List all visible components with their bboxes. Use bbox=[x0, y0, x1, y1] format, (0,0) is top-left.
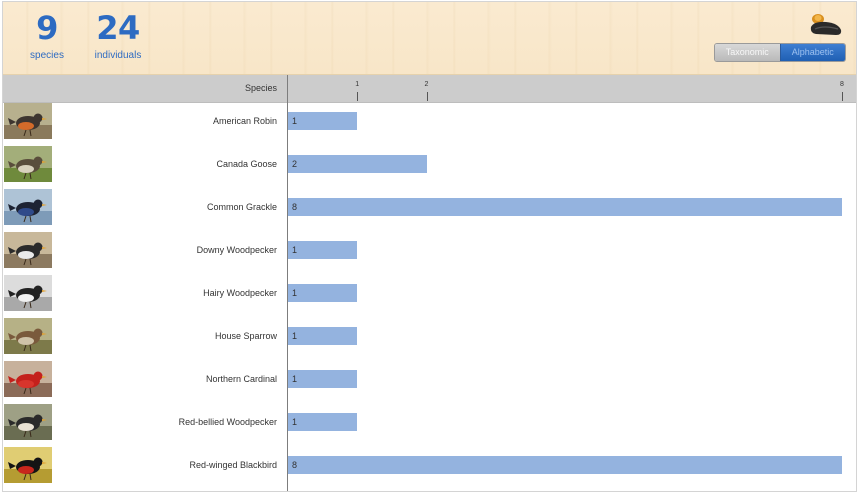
species-stat: 9 species bbox=[29, 10, 65, 61]
count-bar-label: 1 bbox=[292, 417, 298, 427]
species-column-header[interactable]: Species bbox=[244, 83, 277, 93]
individuals-label: individuals bbox=[94, 50, 142, 61]
bird-photo[interactable] bbox=[4, 318, 52, 354]
count-bar: 1 bbox=[288, 370, 358, 388]
axis-tick-label: 1 bbox=[355, 81, 360, 88]
sort-taxonomic-button[interactable]: Taxonomic bbox=[715, 44, 780, 61]
count-bar-label: 1 bbox=[292, 288, 298, 298]
count-bar: 8 bbox=[288, 456, 842, 474]
count-bar-label: 1 bbox=[292, 374, 298, 384]
count-bar: 1 bbox=[288, 112, 358, 130]
axis-divider bbox=[287, 75, 288, 491]
species-row[interactable]: Red-winged Blackbird 8 bbox=[3, 447, 856, 490]
bird-photo[interactable] bbox=[4, 361, 52, 397]
axis-tick-mark bbox=[357, 92, 359, 101]
bird-photo[interactable] bbox=[4, 447, 52, 483]
species-row[interactable]: Red-bellied Woodpecker 1 bbox=[3, 404, 856, 447]
count-bar: 1 bbox=[288, 241, 358, 259]
species-label: species bbox=[30, 50, 64, 61]
count-bar: 2 bbox=[288, 155, 427, 173]
species-name: Red-winged Blackbird bbox=[189, 460, 277, 470]
count-bar-label: 1 bbox=[292, 245, 298, 255]
bird-photo[interactable] bbox=[4, 146, 52, 182]
bird-photo[interactable] bbox=[4, 103, 52, 139]
bird-photo[interactable] bbox=[4, 275, 52, 311]
count-bar-label: 1 bbox=[292, 116, 298, 126]
species-name: House Sparrow bbox=[214, 331, 277, 341]
count-bar-label: 1 bbox=[292, 331, 298, 341]
individuals-stat: 24 individuals bbox=[92, 10, 144, 61]
bird-photo[interactable] bbox=[4, 404, 52, 440]
individuals-count: 24 bbox=[96, 9, 140, 47]
column-header-row: Species bbox=[3, 75, 856, 103]
bird-photo[interactable] bbox=[4, 189, 52, 225]
species-row[interactable]: Hairy Woodpecker 1 bbox=[3, 275, 856, 318]
axis-tick-label: 8 bbox=[840, 81, 844, 88]
species-name: Hairy Woodpecker bbox=[203, 288, 277, 298]
count-bar-label: 8 bbox=[292, 460, 298, 470]
species-row[interactable]: Downy Woodpecker 1 bbox=[3, 232, 856, 275]
summary-header: 9 species 24 individuals Taxonomic Alpha… bbox=[3, 2, 856, 75]
count-bar: 1 bbox=[288, 284, 358, 302]
species-name: Red-bellied Woodpecker bbox=[178, 417, 277, 427]
species-name: Common Grackle bbox=[206, 202, 277, 212]
bird-photo[interactable] bbox=[4, 232, 52, 268]
axis-tick-mark bbox=[426, 92, 428, 101]
species-name: American Robin bbox=[212, 116, 277, 126]
count-bar-label: 8 bbox=[292, 202, 298, 212]
species-row[interactable]: American Robin 1 bbox=[3, 103, 856, 146]
count-bar-label: 2 bbox=[292, 159, 298, 169]
species-row[interactable]: House Sparrow 1 bbox=[3, 318, 856, 361]
species-name: Downy Woodpecker bbox=[196, 245, 277, 255]
axis-tick-mark bbox=[842, 92, 843, 101]
sort-toggle[interactable]: Taxonomic Alphabetic bbox=[714, 43, 846, 62]
count-bar: 8 bbox=[288, 198, 842, 216]
species-row[interactable]: Common Grackle 8 bbox=[3, 189, 856, 232]
species-row[interactable]: Canada Goose 2 bbox=[3, 146, 856, 189]
species-count: 9 bbox=[36, 9, 58, 47]
count-bar: 1 bbox=[288, 327, 358, 345]
count-bar: 1 bbox=[288, 413, 358, 431]
axis-tick-label: 2 bbox=[424, 81, 429, 88]
species-row[interactable]: Northern Cardinal 1 bbox=[3, 361, 856, 404]
sort-alphabetic-button[interactable]: Alphabetic bbox=[779, 44, 845, 61]
binoculars-icon bbox=[808, 10, 844, 38]
species-name: Canada Goose bbox=[216, 159, 277, 169]
species-name: Northern Cardinal bbox=[205, 374, 277, 384]
